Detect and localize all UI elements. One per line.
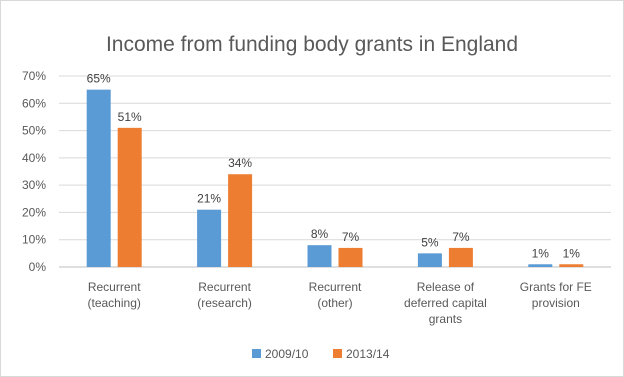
y-tick-label: 10% [22, 233, 46, 247]
category-label: Recurrent (teaching) [88, 280, 142, 310]
y-axis-ticks: 0% 10% 20% 30% 40% 50% 60% 70% [22, 69, 46, 274]
category-label-line: provision [532, 296, 580, 310]
data-label: 7% [342, 230, 360, 244]
legend-label-1: 2013/14 [346, 347, 390, 361]
category-label-line: grants [429, 312, 462, 326]
bars [86, 89, 584, 268]
grid-lines [59, 75, 611, 268]
category-label-line: Grants for FE [520, 280, 592, 294]
y-tick-label: 20% [22, 205, 46, 219]
data-label: 51% [118, 110, 142, 124]
y-tick-label: 0% [29, 260, 47, 274]
bar-2009-10-0 [86, 89, 111, 268]
category-label-line: Release of [417, 280, 475, 294]
category-label-line: Recurrent [88, 280, 141, 294]
data-label: 1% [563, 246, 581, 260]
bar-2009-10-2 [307, 245, 332, 267]
category-labels: Recurrent (teaching)Recurrent (research)Re… [88, 280, 592, 326]
y-tick-label: 50% [22, 124, 46, 138]
data-label: 21% [197, 192, 221, 206]
bar-2013-14-2 [338, 247, 363, 267]
data-label: 7% [452, 230, 470, 244]
legend-swatch-0 [252, 349, 261, 358]
bar-2009-10-3 [417, 253, 442, 267]
category-label-line: (teaching) [88, 296, 141, 310]
legend-label-0: 2009/10 [265, 347, 309, 361]
y-tick-label: 60% [22, 96, 46, 110]
bar-2009-10-4 [528, 264, 553, 267]
y-tick-label: 30% [22, 178, 46, 192]
bar-2013-14-4 [559, 264, 584, 267]
category-label-line: Recurrent [198, 280, 251, 294]
y-tick-label: 40% [22, 151, 46, 165]
category-label: Grants for FE provision [520, 280, 592, 310]
category-label-line: deferred capital [404, 296, 487, 310]
data-label: 1% [532, 246, 550, 260]
category-label: Release of deferred capital grants [404, 280, 487, 326]
chart-title: Income from funding body grants in Engla… [106, 33, 518, 56]
data-label: 65% [87, 72, 111, 86]
legend: 2009/10 2013/14 [252, 347, 390, 361]
data-label: 5% [421, 235, 439, 249]
category-label-line: Recurrent [309, 280, 362, 294]
bar-2013-14-1 [228, 174, 253, 267]
bar-2013-14-0 [117, 127, 142, 267]
bar-2009-10-1 [197, 209, 222, 267]
y-tick-label: 70% [22, 69, 46, 83]
data-label: 34% [228, 156, 252, 170]
legend-swatch-1 [333, 349, 342, 358]
category-label: Recurrent (research) [197, 280, 252, 310]
data-label: 8% [311, 227, 329, 241]
category-label: Recurrent (other) [309, 280, 362, 310]
bar-2013-14-3 [448, 247, 473, 267]
category-label-line: (research) [197, 296, 252, 310]
data-labels: 65% 51% 21% 34% 8% 7% 5% 7% 1% 1% [87, 72, 581, 261]
category-label-line: (other) [317, 296, 352, 310]
